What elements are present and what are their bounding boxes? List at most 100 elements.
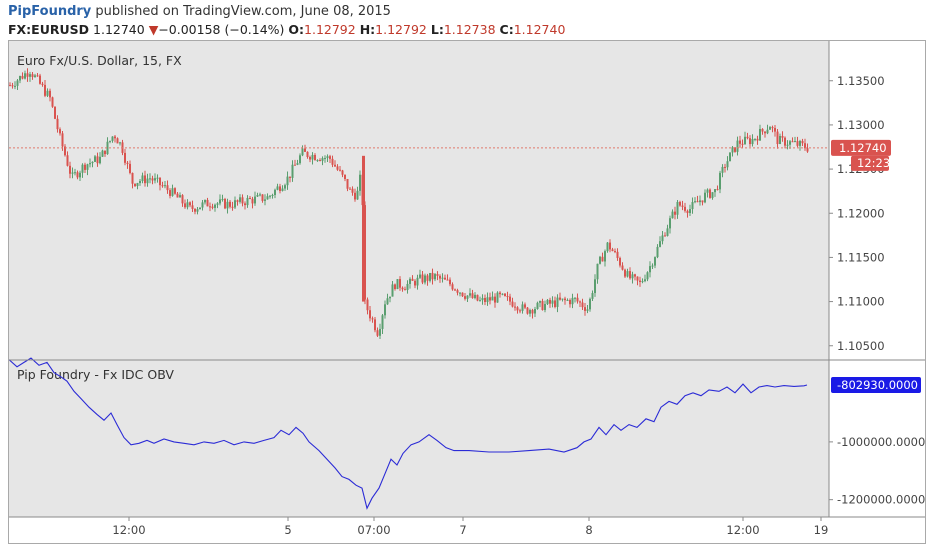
- candle: [504, 293, 506, 297]
- candle-body: [219, 199, 221, 204]
- candle-body: [404, 289, 406, 291]
- candle-body: [159, 177, 161, 186]
- candle: [634, 273, 636, 281]
- candle-body: [616, 251, 619, 258]
- candle: [374, 317, 376, 333]
- obv-panel-bg[interactable]: [9, 361, 829, 517]
- candle: [244, 201, 246, 210]
- time-tick-label: 7: [459, 523, 466, 537]
- candle: [239, 194, 241, 204]
- candle-body: [296, 163, 299, 165]
- candle-body: [309, 157, 311, 160]
- candle-body: [109, 140, 111, 142]
- candle: [151, 175, 154, 185]
- candle: [356, 186, 359, 200]
- candle: [486, 292, 489, 306]
- candle-body: [459, 292, 461, 294]
- candle: [164, 181, 166, 189]
- candle-body: [194, 208, 196, 212]
- candle-body: [234, 200, 236, 208]
- candle-body: [716, 189, 719, 191]
- candle-body: [569, 299, 571, 305]
- candle: [644, 274, 646, 283]
- candle-body: [696, 201, 699, 203]
- candle: [701, 200, 704, 206]
- chart-frame[interactable]: Euro Fx/U.S. Dollar, 15, FX Pip Foundry …: [8, 40, 926, 544]
- candle: [16, 78, 19, 91]
- candle-body: [346, 178, 349, 189]
- candle: [366, 297, 369, 315]
- candle: [581, 298, 584, 310]
- candle: [759, 124, 761, 141]
- candle-body: [609, 242, 611, 250]
- candle-body: [564, 298, 566, 301]
- candle-body: [334, 164, 336, 167]
- candle-body: [114, 136, 116, 139]
- candle-body: [551, 300, 554, 304]
- candle-body: [596, 263, 599, 280]
- candle-body: [144, 175, 146, 184]
- candle-body: [256, 195, 259, 197]
- candle: [276, 183, 279, 191]
- candle-body: [161, 185, 164, 187]
- candle: [546, 298, 549, 306]
- candle: [109, 140, 111, 144]
- candle-body: [474, 294, 476, 299]
- candle: [379, 323, 381, 340]
- candle-body: [681, 205, 684, 207]
- candle: [559, 292, 561, 301]
- candle-body: [21, 75, 24, 79]
- candle: [601, 252, 604, 262]
- brand-name[interactable]: PipFoundry: [8, 4, 92, 19]
- candle: [254, 191, 256, 206]
- candle: [794, 136, 796, 143]
- candle-body: [581, 302, 584, 308]
- candle: [124, 148, 126, 166]
- candle-body: [479, 300, 481, 302]
- candle: [604, 249, 606, 267]
- candle-body: [789, 141, 791, 145]
- candle: [571, 293, 574, 309]
- candle: [119, 141, 121, 146]
- candle-body: [469, 293, 471, 296]
- candle-body: [419, 274, 421, 278]
- candle-body: [524, 304, 526, 308]
- candle-body: [209, 206, 211, 208]
- candle: [126, 161, 129, 169]
- candle: [606, 242, 609, 253]
- candle-body: [24, 73, 26, 79]
- candle: [384, 300, 386, 319]
- candle: [586, 304, 589, 314]
- candle-body: [179, 195, 181, 198]
- candle-body: [126, 162, 129, 164]
- candle: [229, 199, 231, 209]
- candle-body: [139, 181, 141, 184]
- candle: [659, 236, 661, 248]
- candle-body: [659, 241, 661, 247]
- candle-body: [686, 210, 689, 214]
- candle-body: [244, 203, 246, 206]
- candle: [324, 155, 326, 163]
- candle: [86, 163, 89, 176]
- candle-body: [86, 164, 89, 170]
- candle-body: [401, 287, 404, 290]
- candle-body: [191, 205, 194, 209]
- candle-body: [231, 206, 234, 208]
- candle: [666, 224, 669, 237]
- candle: [751, 134, 754, 147]
- candle-body: [779, 136, 781, 145]
- candle-body: [436, 274, 439, 276]
- candle-body: [806, 148, 809, 152]
- candle: [9, 82, 11, 87]
- candle: [466, 295, 469, 303]
- candle: [336, 164, 339, 171]
- candle: [424, 273, 426, 285]
- candle-body: [724, 166, 726, 168]
- chart-canvas[interactable]: Euro Fx/U.S. Dollar, 15, FX Pip Foundry …: [9, 41, 925, 543]
- candle-body: [46, 90, 49, 96]
- candle-body: [406, 283, 409, 291]
- candle: [714, 188, 716, 197]
- candle: [514, 302, 516, 311]
- price-panel: Euro Fx/U.S. Dollar, 15, FX: [9, 41, 829, 359]
- candle: [256, 192, 259, 198]
